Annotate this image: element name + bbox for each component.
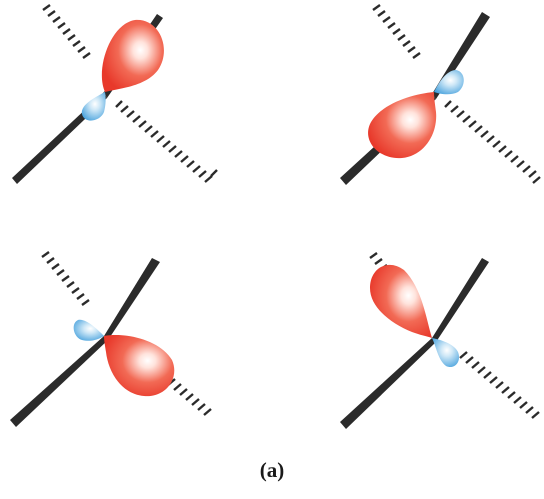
- hashed-bond: [42, 4, 218, 183]
- wedge-bond: [104, 258, 160, 340]
- large-orbital-lobe: [101, 19, 164, 92]
- figure-caption: (a): [259, 458, 285, 482]
- large-orbital-lobe: [104, 335, 175, 397]
- large-orbital-lobe: [370, 264, 432, 338]
- orbital-panel-bottom-left: [10, 251, 212, 427]
- small-orbital-lobe: [81, 92, 106, 121]
- wedge-bond: [340, 338, 436, 429]
- orbital-panel-top-left: [12, 4, 218, 184]
- hashed-bond: [41, 251, 212, 416]
- small-orbital-lobe: [73, 319, 104, 341]
- large-orbital-lobe: [368, 92, 437, 159]
- wedge-bond: [432, 258, 489, 342]
- small-orbital-lobe: [432, 338, 460, 368]
- wedge-bond: [10, 336, 108, 427]
- orbital-panel-bottom-right: [340, 252, 540, 429]
- small-orbital-lobe: [434, 70, 464, 95]
- hashed-bond: [372, 4, 541, 184]
- hashed-bond: [369, 252, 540, 419]
- orbital-panel-top-right: [340, 4, 541, 185]
